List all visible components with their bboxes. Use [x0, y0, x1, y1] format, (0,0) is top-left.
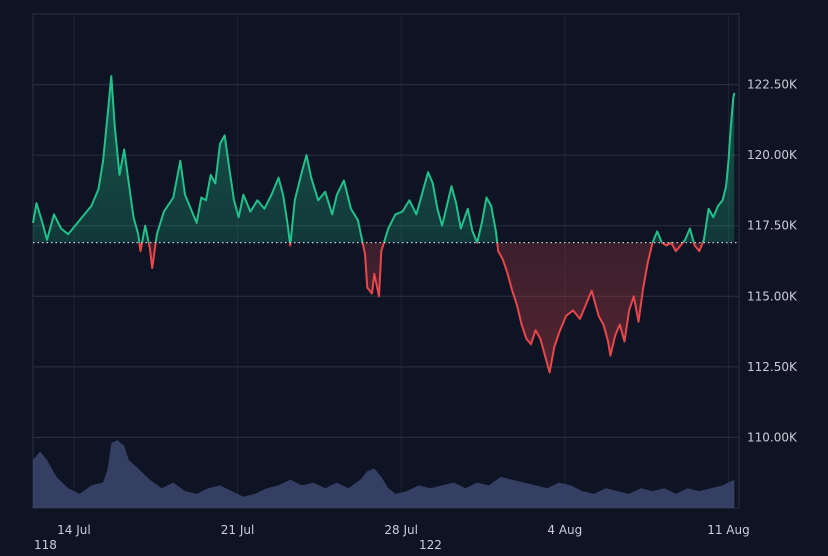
y-tick-label: 122.50K	[747, 78, 798, 92]
x-tick-label: 14 Jul	[57, 523, 91, 537]
x-axis-labels: 14 Jul 21 Jul 28 Jul 4 Aug 11 Aug	[57, 523, 750, 537]
y-tick-label: 120.00K	[747, 148, 798, 162]
footer-left-value: 118	[34, 538, 57, 552]
price-fill-below	[139, 242, 703, 373]
x-tick-label: 11 Aug	[707, 523, 750, 537]
volume-area	[33, 440, 735, 508]
price-fill	[33, 76, 735, 373]
footer-center-value: 122	[419, 538, 442, 552]
x-tick-label: 21 Jul	[221, 523, 255, 537]
volume-bars	[33, 440, 735, 508]
y-tick-label: 110.00K	[747, 430, 798, 444]
x-tick-label: 4 Aug	[547, 523, 582, 537]
x-tick-label: 28 Jul	[384, 523, 418, 537]
price-line-above	[32, 75, 736, 243]
y-tick-label: 112.50K	[747, 360, 798, 374]
price-fill-above	[33, 76, 735, 243]
price-line-below	[138, 242, 704, 374]
y-tick-label: 115.00K	[747, 289, 798, 303]
price-line	[32, 75, 736, 374]
y-axis-labels: 110.00K 112.50K 115.00K 117.50K 120.00K 122.5…	[747, 78, 798, 445]
y-tick-label: 117.50K	[747, 219, 798, 233]
